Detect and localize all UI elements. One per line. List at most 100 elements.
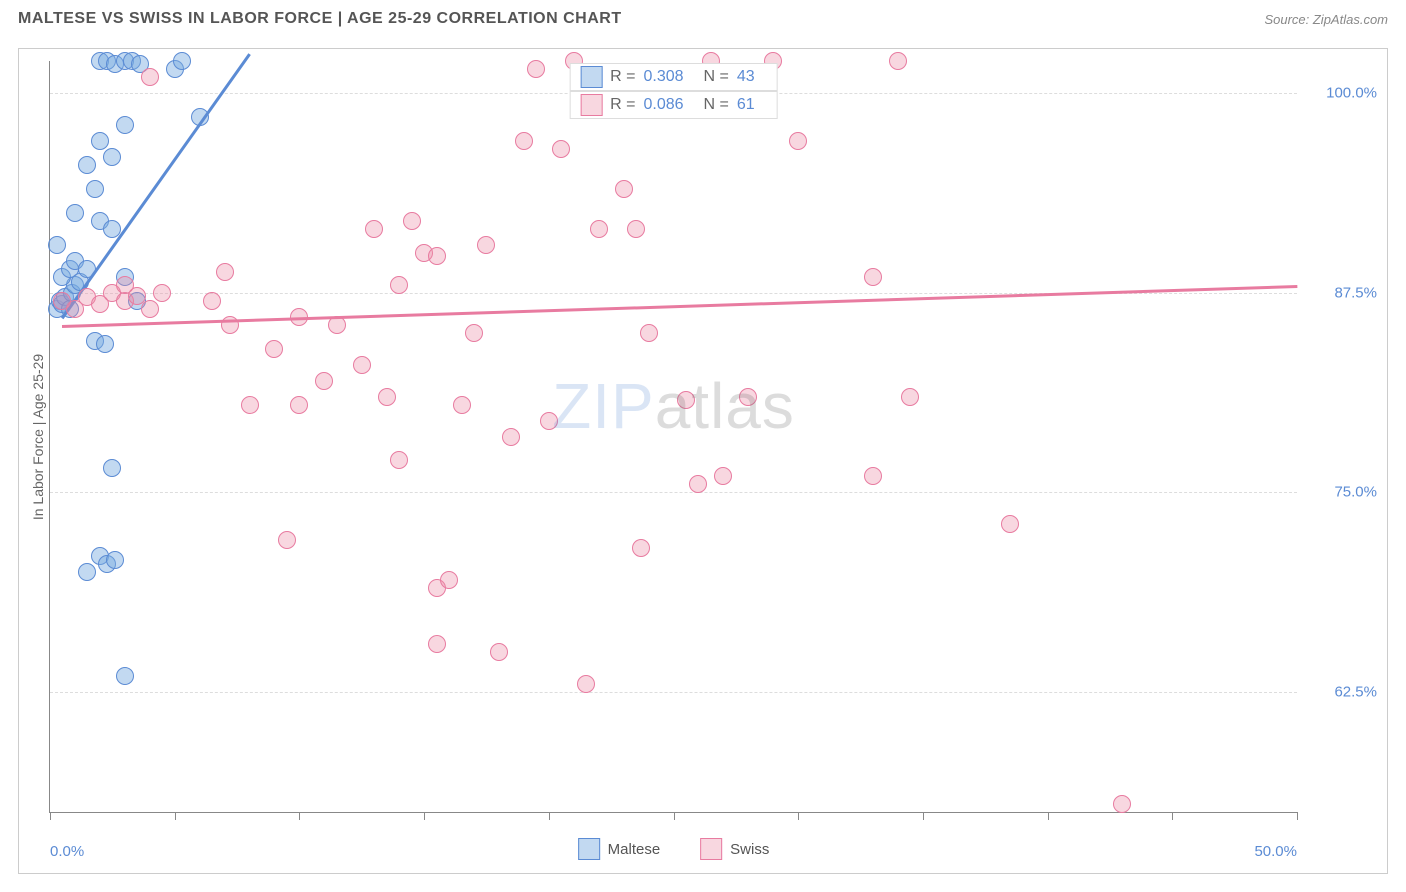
data-point — [153, 284, 171, 302]
x-tick — [1048, 812, 1049, 820]
gridline — [50, 492, 1297, 493]
data-point — [78, 156, 96, 174]
chart-title: MALTESE VS SWISS IN LABOR FORCE | AGE 25… — [18, 10, 622, 28]
data-point — [353, 356, 371, 374]
legend-item: Maltese — [578, 838, 661, 860]
data-point — [527, 60, 545, 78]
legend-swatch — [580, 94, 602, 116]
data-point — [116, 667, 134, 685]
chart-source: Source: ZipAtlas.com — [1264, 12, 1388, 27]
data-point — [901, 388, 919, 406]
y-tick-label: 75.0% — [1307, 484, 1377, 501]
data-point — [1001, 515, 1019, 533]
x-tick-label-min: 0.0% — [50, 843, 84, 860]
data-point — [864, 268, 882, 286]
data-point — [477, 236, 495, 254]
data-point — [241, 396, 259, 414]
legend-swatch — [700, 838, 722, 860]
x-tick — [798, 812, 799, 820]
data-point — [540, 412, 558, 430]
chart-header: MALTESE VS SWISS IN LABOR FORCE | AGE 25… — [0, 0, 1406, 34]
stat-n-value: 61 — [737, 96, 767, 114]
data-point — [173, 52, 191, 70]
data-point — [590, 220, 608, 238]
data-point — [440, 571, 458, 589]
data-point — [290, 396, 308, 414]
data-point — [278, 531, 296, 549]
stat-r-value: 0.086 — [644, 96, 696, 114]
data-point — [515, 132, 533, 150]
series-legend: Maltese Swiss — [558, 838, 790, 860]
data-point — [103, 459, 121, 477]
x-tick — [923, 812, 924, 820]
data-point — [739, 388, 757, 406]
x-tick — [50, 812, 51, 820]
data-point — [453, 396, 471, 414]
data-point — [390, 276, 408, 294]
data-point — [864, 467, 882, 485]
data-point — [141, 300, 159, 318]
data-point — [203, 292, 221, 310]
y-tick-label: 87.5% — [1307, 284, 1377, 301]
data-point — [465, 324, 483, 342]
data-point — [640, 324, 658, 342]
x-tick — [1172, 812, 1173, 820]
stat-r-value: 0.308 — [644, 68, 696, 86]
data-point — [315, 372, 333, 390]
x-tick-label-max: 50.0% — [1254, 843, 1297, 860]
data-point — [577, 675, 595, 693]
y-tick-label: 100.0% — [1307, 84, 1377, 101]
x-tick — [549, 812, 550, 820]
chart-container: In Labor Force | Age 25-29 ZIPatlas R =0… — [18, 48, 1388, 874]
stat-n-label: N = — [704, 68, 729, 86]
legend-stat-row: R =0.086N =61 — [569, 91, 778, 119]
data-point — [66, 204, 84, 222]
data-point — [552, 140, 570, 158]
data-point — [403, 212, 421, 230]
legend-item: Swiss — [700, 838, 769, 860]
correlation-legend: R = 0.308 N = 43R = 0.086 N = 61 — [569, 63, 778, 119]
legend-stat-row: R = 0.308 N = 43 — [569, 63, 778, 91]
gridline — [50, 692, 1297, 693]
y-tick-label: 62.5% — [1307, 684, 1377, 701]
legend-swatch — [578, 838, 600, 860]
data-point — [390, 451, 408, 469]
data-point — [889, 52, 907, 70]
data-point — [141, 68, 159, 86]
data-point — [428, 247, 446, 265]
data-point — [502, 428, 520, 446]
data-point — [116, 116, 134, 134]
data-point — [627, 220, 645, 238]
legend-label: Maltese — [608, 841, 661, 858]
data-point — [632, 539, 650, 557]
data-point — [106, 551, 124, 569]
data-point — [116, 276, 134, 294]
data-point — [365, 220, 383, 238]
stat-n-label: N = — [704, 96, 729, 114]
data-point — [103, 148, 121, 166]
legend-swatch — [580, 66, 602, 88]
data-point — [378, 388, 396, 406]
y-axis-label: In Labor Force | Age 25-29 — [30, 353, 46, 519]
data-point — [78, 563, 96, 581]
x-tick — [299, 812, 300, 820]
stat-r-label: R = — [610, 68, 635, 86]
data-point — [91, 132, 109, 150]
data-point — [615, 180, 633, 198]
data-point — [86, 180, 104, 198]
data-point — [1113, 795, 1131, 813]
data-point — [48, 236, 66, 254]
data-point — [221, 316, 239, 334]
x-tick — [674, 812, 675, 820]
data-point — [789, 132, 807, 150]
data-point — [96, 335, 114, 353]
plot-area: In Labor Force | Age 25-29 ZIPatlas R =0… — [49, 61, 1297, 813]
data-point — [677, 391, 695, 409]
x-tick — [1297, 812, 1298, 820]
stat-n-value: 43 — [737, 68, 767, 86]
x-tick — [175, 812, 176, 820]
data-point — [689, 475, 707, 493]
trend-line — [62, 285, 1298, 327]
data-point — [216, 263, 234, 281]
x-tick — [424, 812, 425, 820]
